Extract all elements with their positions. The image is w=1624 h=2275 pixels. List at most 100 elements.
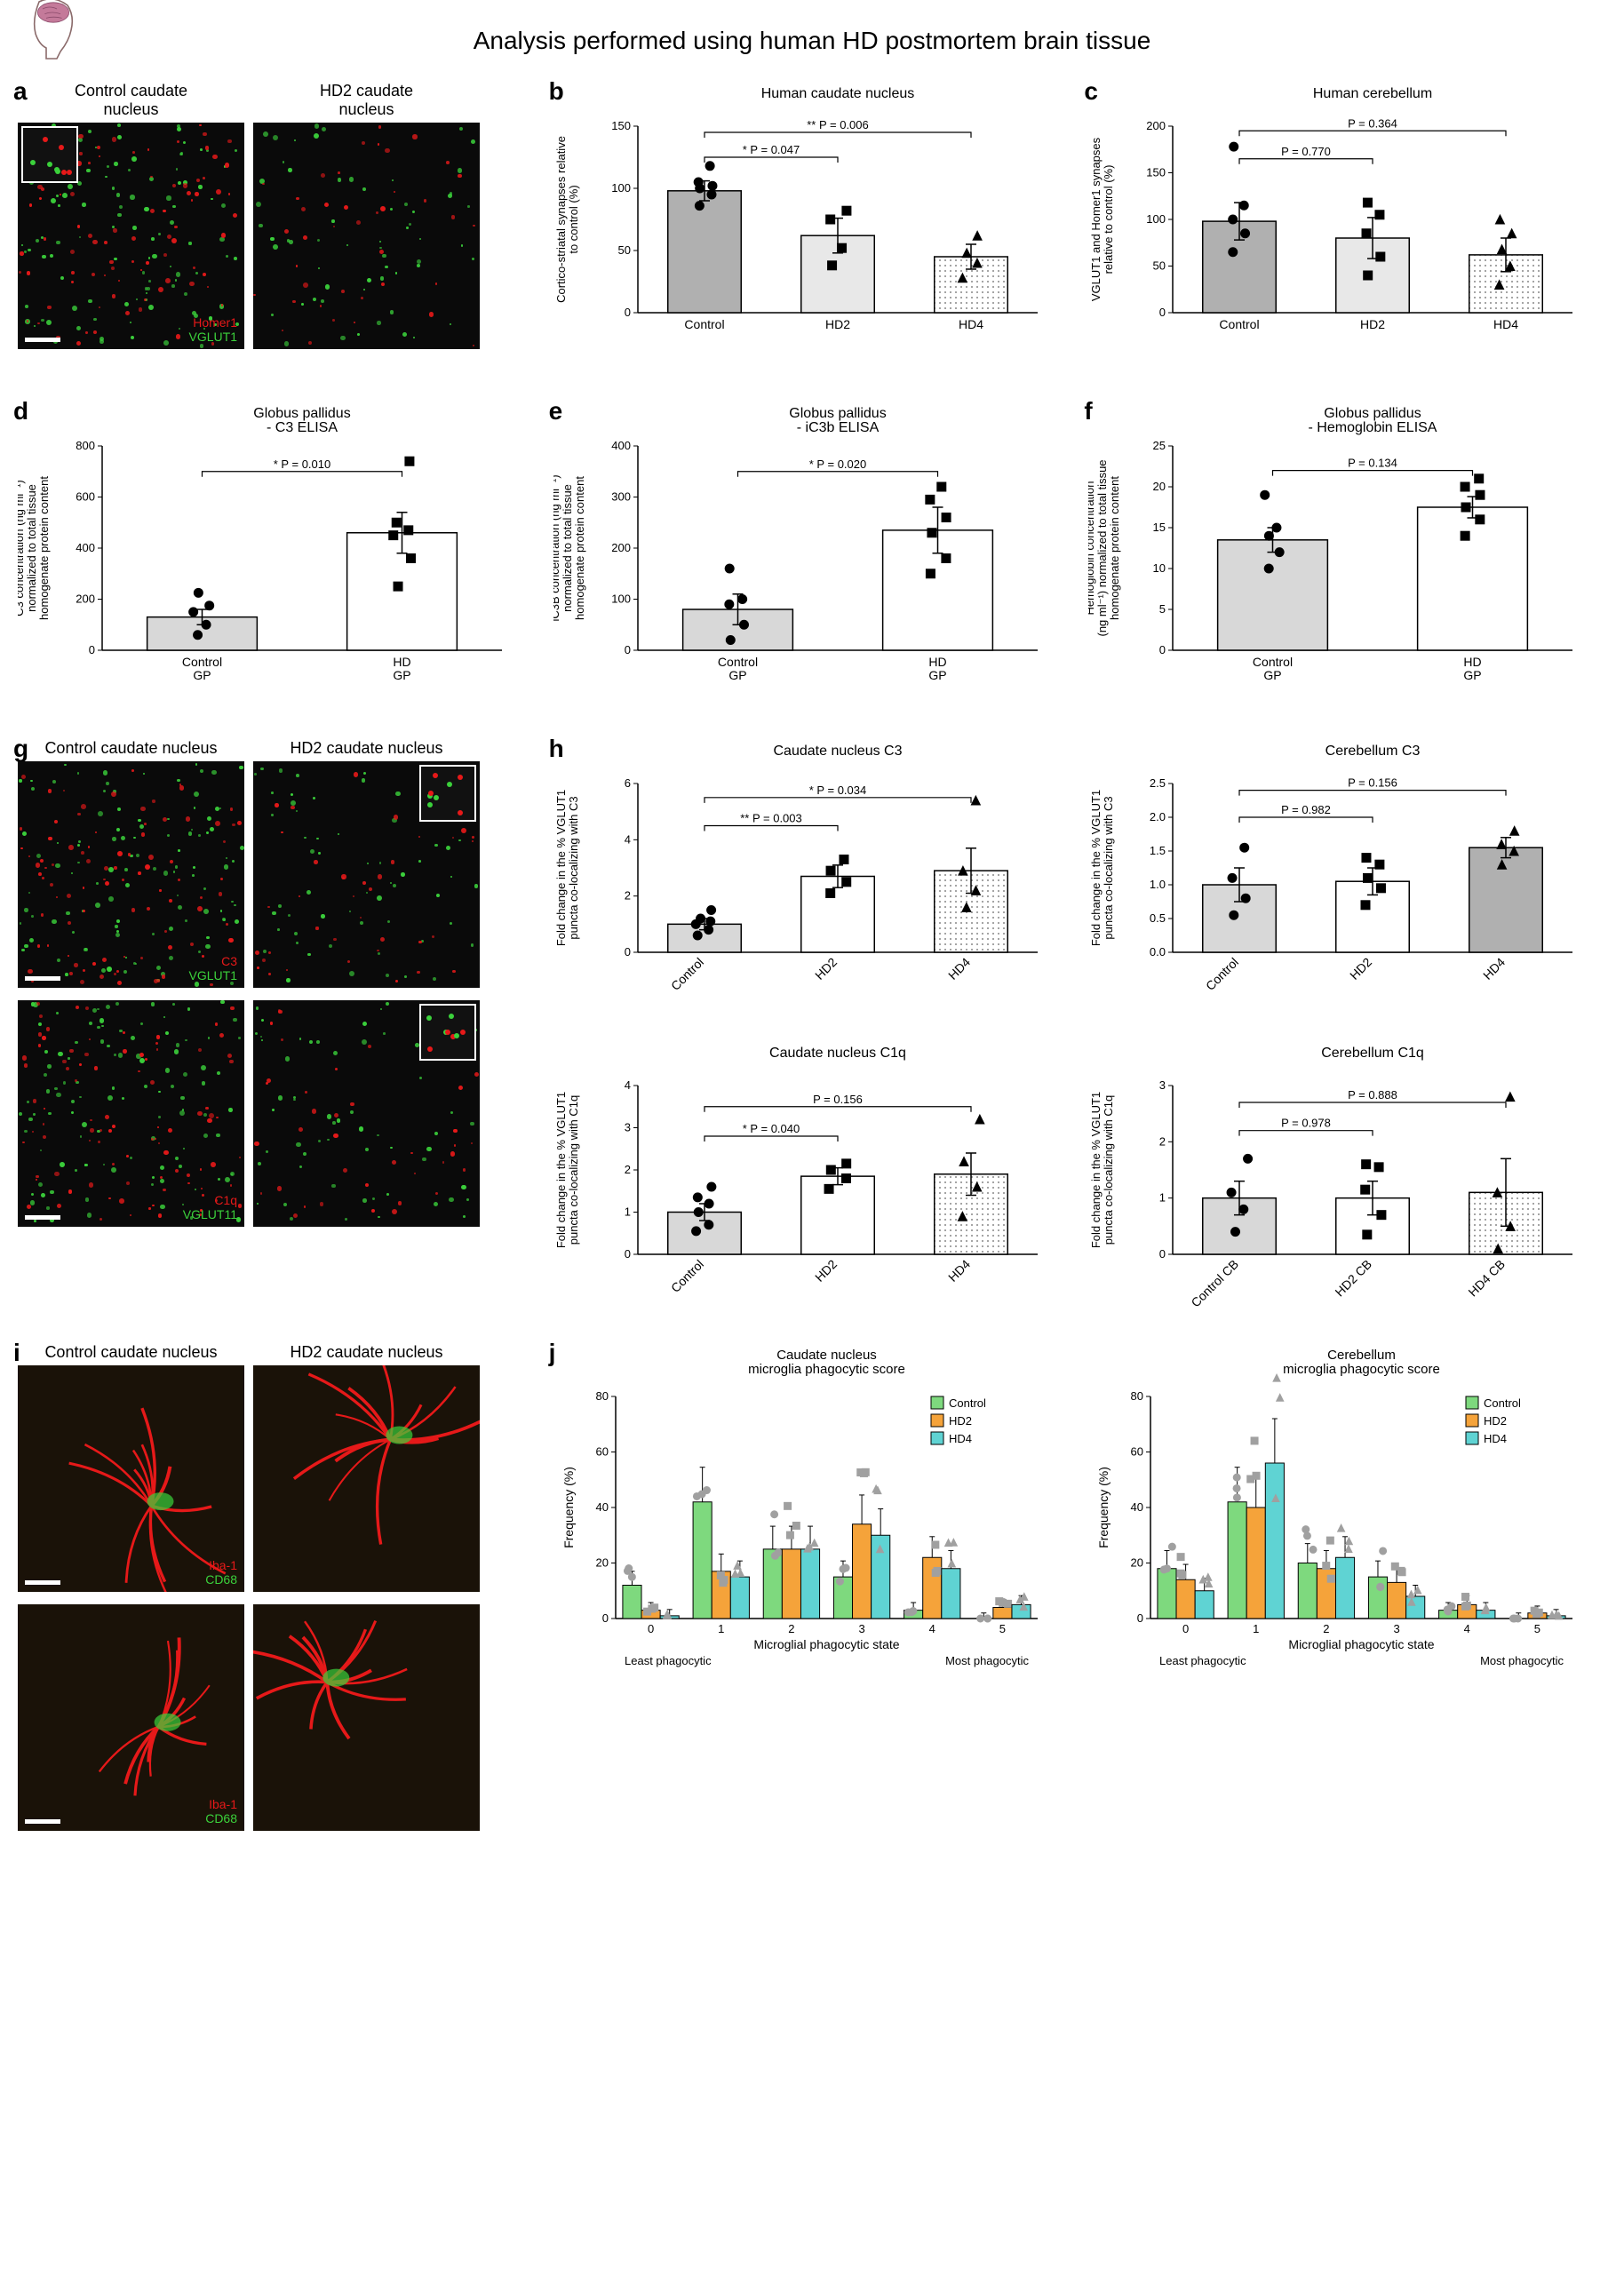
svg-text:200: 200 <box>1147 119 1166 132</box>
svg-text:HD4: HD4 <box>1484 1432 1507 1445</box>
panel-letter-b: b <box>549 77 564 106</box>
brain-head-icon <box>18 0 89 62</box>
svg-text:Microglial phagocytic state: Microglial phagocytic state <box>1289 1637 1435 1651</box>
svg-text:GP: GP <box>928 668 946 682</box>
svg-text:2: 2 <box>624 889 630 903</box>
svg-text:Most phagocytic: Most phagocytic <box>945 1654 1029 1667</box>
micrograph-header: Control caudate nucleus <box>18 739 244 758</box>
svg-text:HD: HD <box>1464 655 1482 669</box>
svg-text:50: 50 <box>617 243 630 257</box>
micrograph-image: C3VGLUT1 <box>18 761 244 988</box>
svg-text:40: 40 <box>1131 1500 1143 1514</box>
panel-b: b Human caudate nucleus050100150Cortico-… <box>553 82 1071 384</box>
svg-text:Cerebellum: Cerebellum <box>1327 1348 1396 1363</box>
micrograph-header: Control caudate nucleus <box>18 1343 244 1362</box>
panel-c: c Human cerebellum050100150200VGLUT1 and… <box>1088 82 1606 384</box>
bar-chart: Globus pallidus- Hemoglobin ELISA0510152… <box>1088 402 1586 721</box>
micrograph-image: Homer1VGLUT1 <box>18 123 244 349</box>
svg-text:25: 25 <box>1153 439 1166 452</box>
panel-h: h Caudate nucleus C30246Fold change in t… <box>553 739 1606 1325</box>
svg-text:80: 80 <box>595 1389 608 1403</box>
svg-text:HD4: HD4 <box>1493 317 1518 331</box>
svg-text:Control: Control <box>718 655 758 669</box>
svg-text:microglia phagocytic score: microglia phagocytic score <box>1283 1362 1440 1377</box>
svg-text:0: 0 <box>624 306 630 319</box>
svg-text:Cerebellum C3: Cerebellum C3 <box>1325 744 1421 759</box>
grouped-bar-chart: Caudate nucleusmicroglia phagocytic scor… <box>553 1343 1051 1681</box>
svg-text:HD4: HD4 <box>959 317 983 331</box>
svg-text:Human cerebellum: Human cerebellum <box>1313 86 1432 101</box>
svg-text:Control CB: Control CB <box>1189 1257 1242 1310</box>
svg-text:VGLUT1 and Homer1 synapsesrela: VGLUT1 and Homer1 synapsesrelative to co… <box>1089 137 1115 301</box>
svg-text:HD4: HD4 <box>949 1432 972 1445</box>
panel-a: a Control caudatenucleusHomer1VGLUT1HD2 … <box>18 82 536 384</box>
svg-text:5: 5 <box>1534 1622 1540 1635</box>
svg-text:100: 100 <box>611 593 631 606</box>
svg-text:Hemoglobin concentration(ng ml: Hemoglobin concentration(ng ml⁻¹) normal… <box>1088 459 1121 636</box>
bar-chart: Globus pallidus- C3 ELISA0200400600800C3… <box>18 402 515 721</box>
svg-text:3: 3 <box>1394 1622 1400 1635</box>
svg-text:Fold change in the % VGLUT1pun: Fold change in the % VGLUT1puncta co-loc… <box>1089 1092 1115 1248</box>
svg-text:100: 100 <box>1147 212 1166 226</box>
svg-text:4: 4 <box>624 1078 630 1092</box>
svg-text:200: 200 <box>611 541 631 554</box>
bar-chart: Human cerebellum050100150200VGLUT1 and H… <box>1088 82 1586 384</box>
micrograph-image <box>253 1000 480 1227</box>
svg-text:P = 0.982: P = 0.982 <box>1281 803 1331 816</box>
panel-letter-c: c <box>1084 77 1098 106</box>
svg-text:15: 15 <box>1153 521 1166 534</box>
svg-text:Frequency (%): Frequency (%) <box>561 1467 576 1548</box>
panel-letter-f: f <box>1084 397 1092 426</box>
svg-text:Least phagocytic: Least phagocytic <box>1159 1654 1246 1667</box>
svg-text:Human caudate nucleus: Human caudate nucleus <box>760 86 914 101</box>
bar-chart: Caudate nucleus C30246Fold change in the… <box>553 739 1051 1023</box>
svg-text:1: 1 <box>1253 1622 1259 1635</box>
svg-text:20: 20 <box>1131 1556 1143 1570</box>
svg-text:10: 10 <box>1153 561 1166 575</box>
svg-text:3: 3 <box>858 1622 864 1635</box>
panel-e: e Globus pallidus- iC3b ELISA01002003004… <box>553 402 1071 721</box>
svg-text:4: 4 <box>928 1622 935 1635</box>
svg-text:microglia phagocytic score: microglia phagocytic score <box>748 1362 905 1377</box>
svg-text:Control: Control <box>1220 317 1260 331</box>
micrograph-image <box>253 1604 480 1831</box>
svg-text:300: 300 <box>611 490 631 504</box>
micrograph-marker-label: C3VGLUT1 <box>189 955 237 982</box>
svg-text:2: 2 <box>624 1163 630 1176</box>
bar-chart: Human caudate nucleus050100150Cortico-st… <box>553 82 1051 384</box>
bar-chart: Caudate nucleus C1q01234Fold change in t… <box>553 1041 1051 1325</box>
svg-text:Fold change in the % VGLUT1pun: Fold change in the % VGLUT1puncta co-loc… <box>554 790 580 946</box>
svg-text:Control: Control <box>684 317 724 331</box>
svg-text:** P = 0.006: ** P = 0.006 <box>807 118 869 131</box>
svg-text:* P = 0.010: * P = 0.010 <box>274 457 330 471</box>
svg-text:P = 0.134: P = 0.134 <box>1348 457 1397 470</box>
svg-text:P = 0.156: P = 0.156 <box>813 1093 863 1106</box>
micrograph-header: HD2 caudate nucleus <box>253 739 480 758</box>
panel-f: f Globus pallidus- Hemoglobin ELISA05101… <box>1088 402 1606 721</box>
micrograph-marker-label: C1qVGLUT11 <box>183 1194 237 1221</box>
micrograph-image: Iba-1CD68 <box>18 1365 244 1592</box>
svg-text:Microglial phagocytic state: Microglial phagocytic state <box>753 1637 899 1651</box>
svg-text:0.5: 0.5 <box>1150 911 1166 925</box>
panel-letter-d: d <box>13 397 28 426</box>
panel-g: g Control caudate nucleusC3VGLUT1HD2 cau… <box>18 739 536 1325</box>
svg-text:GP: GP <box>1464 668 1482 682</box>
svg-text:0: 0 <box>1159 643 1166 656</box>
svg-text:HD: HD <box>928 655 946 669</box>
svg-text:P = 0.888: P = 0.888 <box>1348 1088 1397 1102</box>
svg-text:* P = 0.040: * P = 0.040 <box>742 1122 799 1135</box>
svg-text:Control: Control <box>1484 1396 1521 1410</box>
micrograph-image <box>253 123 480 349</box>
svg-text:4: 4 <box>1464 1622 1470 1635</box>
svg-text:20: 20 <box>1153 480 1166 493</box>
svg-text:HD2 CB: HD2 CB <box>1333 1257 1375 1300</box>
svg-text:Most phagocytic: Most phagocytic <box>1480 1654 1564 1667</box>
svg-text:* P = 0.034: * P = 0.034 <box>808 784 865 797</box>
svg-text:GP: GP <box>728 668 746 682</box>
svg-text:HD4 CB: HD4 CB <box>1466 1257 1509 1300</box>
svg-text:GP: GP <box>1264 668 1282 682</box>
svg-text:Cortico-striatal synapses rela: Cortico-striatal synapses relativeto con… <box>554 136 580 303</box>
micrograph-image: Iba-1CD68 <box>18 1604 244 1831</box>
svg-text:HD2: HD2 <box>812 955 840 982</box>
svg-text:600: 600 <box>76 490 95 504</box>
